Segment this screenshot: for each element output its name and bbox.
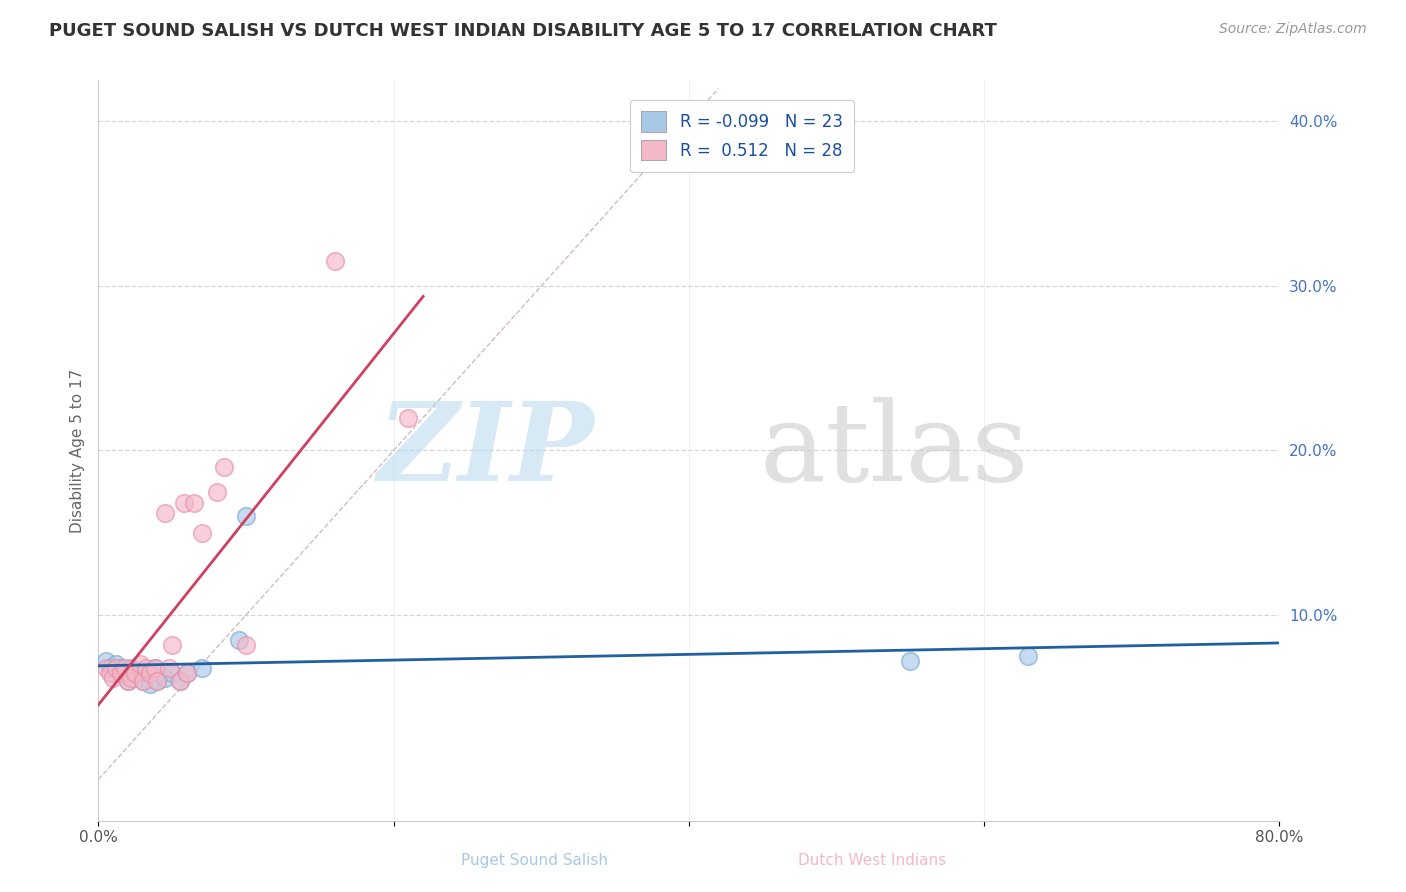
- Point: [176, 665, 198, 680]
- Text: PUGET SOUND SALISH VS DUTCH WEST INDIAN DISABILITY AGE 5 TO 17 CORRELATION CHART: PUGET SOUND SALISH VS DUTCH WEST INDIAN …: [49, 22, 997, 40]
- Point: [143, 660, 166, 674]
- Point: [139, 677, 162, 691]
- Point: [120, 671, 142, 685]
- Point: [153, 506, 176, 520]
- Point: [105, 657, 128, 672]
- Point: [323, 254, 346, 268]
- Text: Puget Sound Salish: Puget Sound Salish: [461, 854, 607, 868]
- Point: [135, 660, 157, 674]
- Point: [103, 671, 125, 685]
- Point: [124, 665, 146, 680]
- Text: Source: ZipAtlas.com: Source: ZipAtlas.com: [1219, 22, 1367, 37]
- Point: [212, 459, 235, 474]
- Point: [162, 665, 183, 680]
- Point: [98, 665, 121, 680]
- Point: [173, 496, 195, 510]
- Point: [176, 665, 198, 680]
- Point: [132, 673, 155, 688]
- Point: [169, 673, 191, 688]
- Point: [117, 673, 139, 688]
- Point: [132, 673, 155, 688]
- Point: [235, 638, 257, 652]
- Point: [117, 673, 139, 688]
- Point: [110, 660, 132, 674]
- Point: [191, 660, 214, 674]
- Point: [114, 665, 136, 680]
- Point: [169, 673, 191, 688]
- Point: [110, 665, 132, 680]
- Point: [143, 660, 166, 674]
- Text: ZIP: ZIP: [378, 397, 595, 504]
- Point: [128, 657, 150, 672]
- Legend: R = -0.099   N = 23, R =  0.512   N = 28: R = -0.099 N = 23, R = 0.512 N = 28: [630, 100, 855, 172]
- Point: [235, 509, 257, 524]
- Point: [153, 671, 176, 685]
- Point: [1018, 649, 1040, 664]
- Text: atlas: atlas: [759, 397, 1029, 504]
- Point: [114, 660, 136, 674]
- Point: [900, 654, 922, 668]
- Point: [98, 660, 121, 674]
- Point: [157, 660, 180, 674]
- Point: [146, 673, 169, 688]
- Point: [94, 654, 117, 668]
- Point: [139, 665, 162, 680]
- Point: [124, 665, 146, 680]
- Point: [105, 660, 128, 674]
- Point: [103, 665, 125, 680]
- Point: [146, 673, 169, 688]
- Point: [120, 660, 142, 674]
- Point: [94, 660, 117, 674]
- Point: [191, 525, 214, 540]
- Point: [205, 484, 228, 499]
- Y-axis label: Disability Age 5 to 17: Disability Age 5 to 17: [69, 368, 84, 533]
- Point: [228, 632, 250, 647]
- Point: [183, 496, 205, 510]
- Text: Dutch West Indians: Dutch West Indians: [797, 854, 946, 868]
- Point: [162, 638, 183, 652]
- Point: [398, 410, 420, 425]
- Point: [135, 665, 157, 680]
